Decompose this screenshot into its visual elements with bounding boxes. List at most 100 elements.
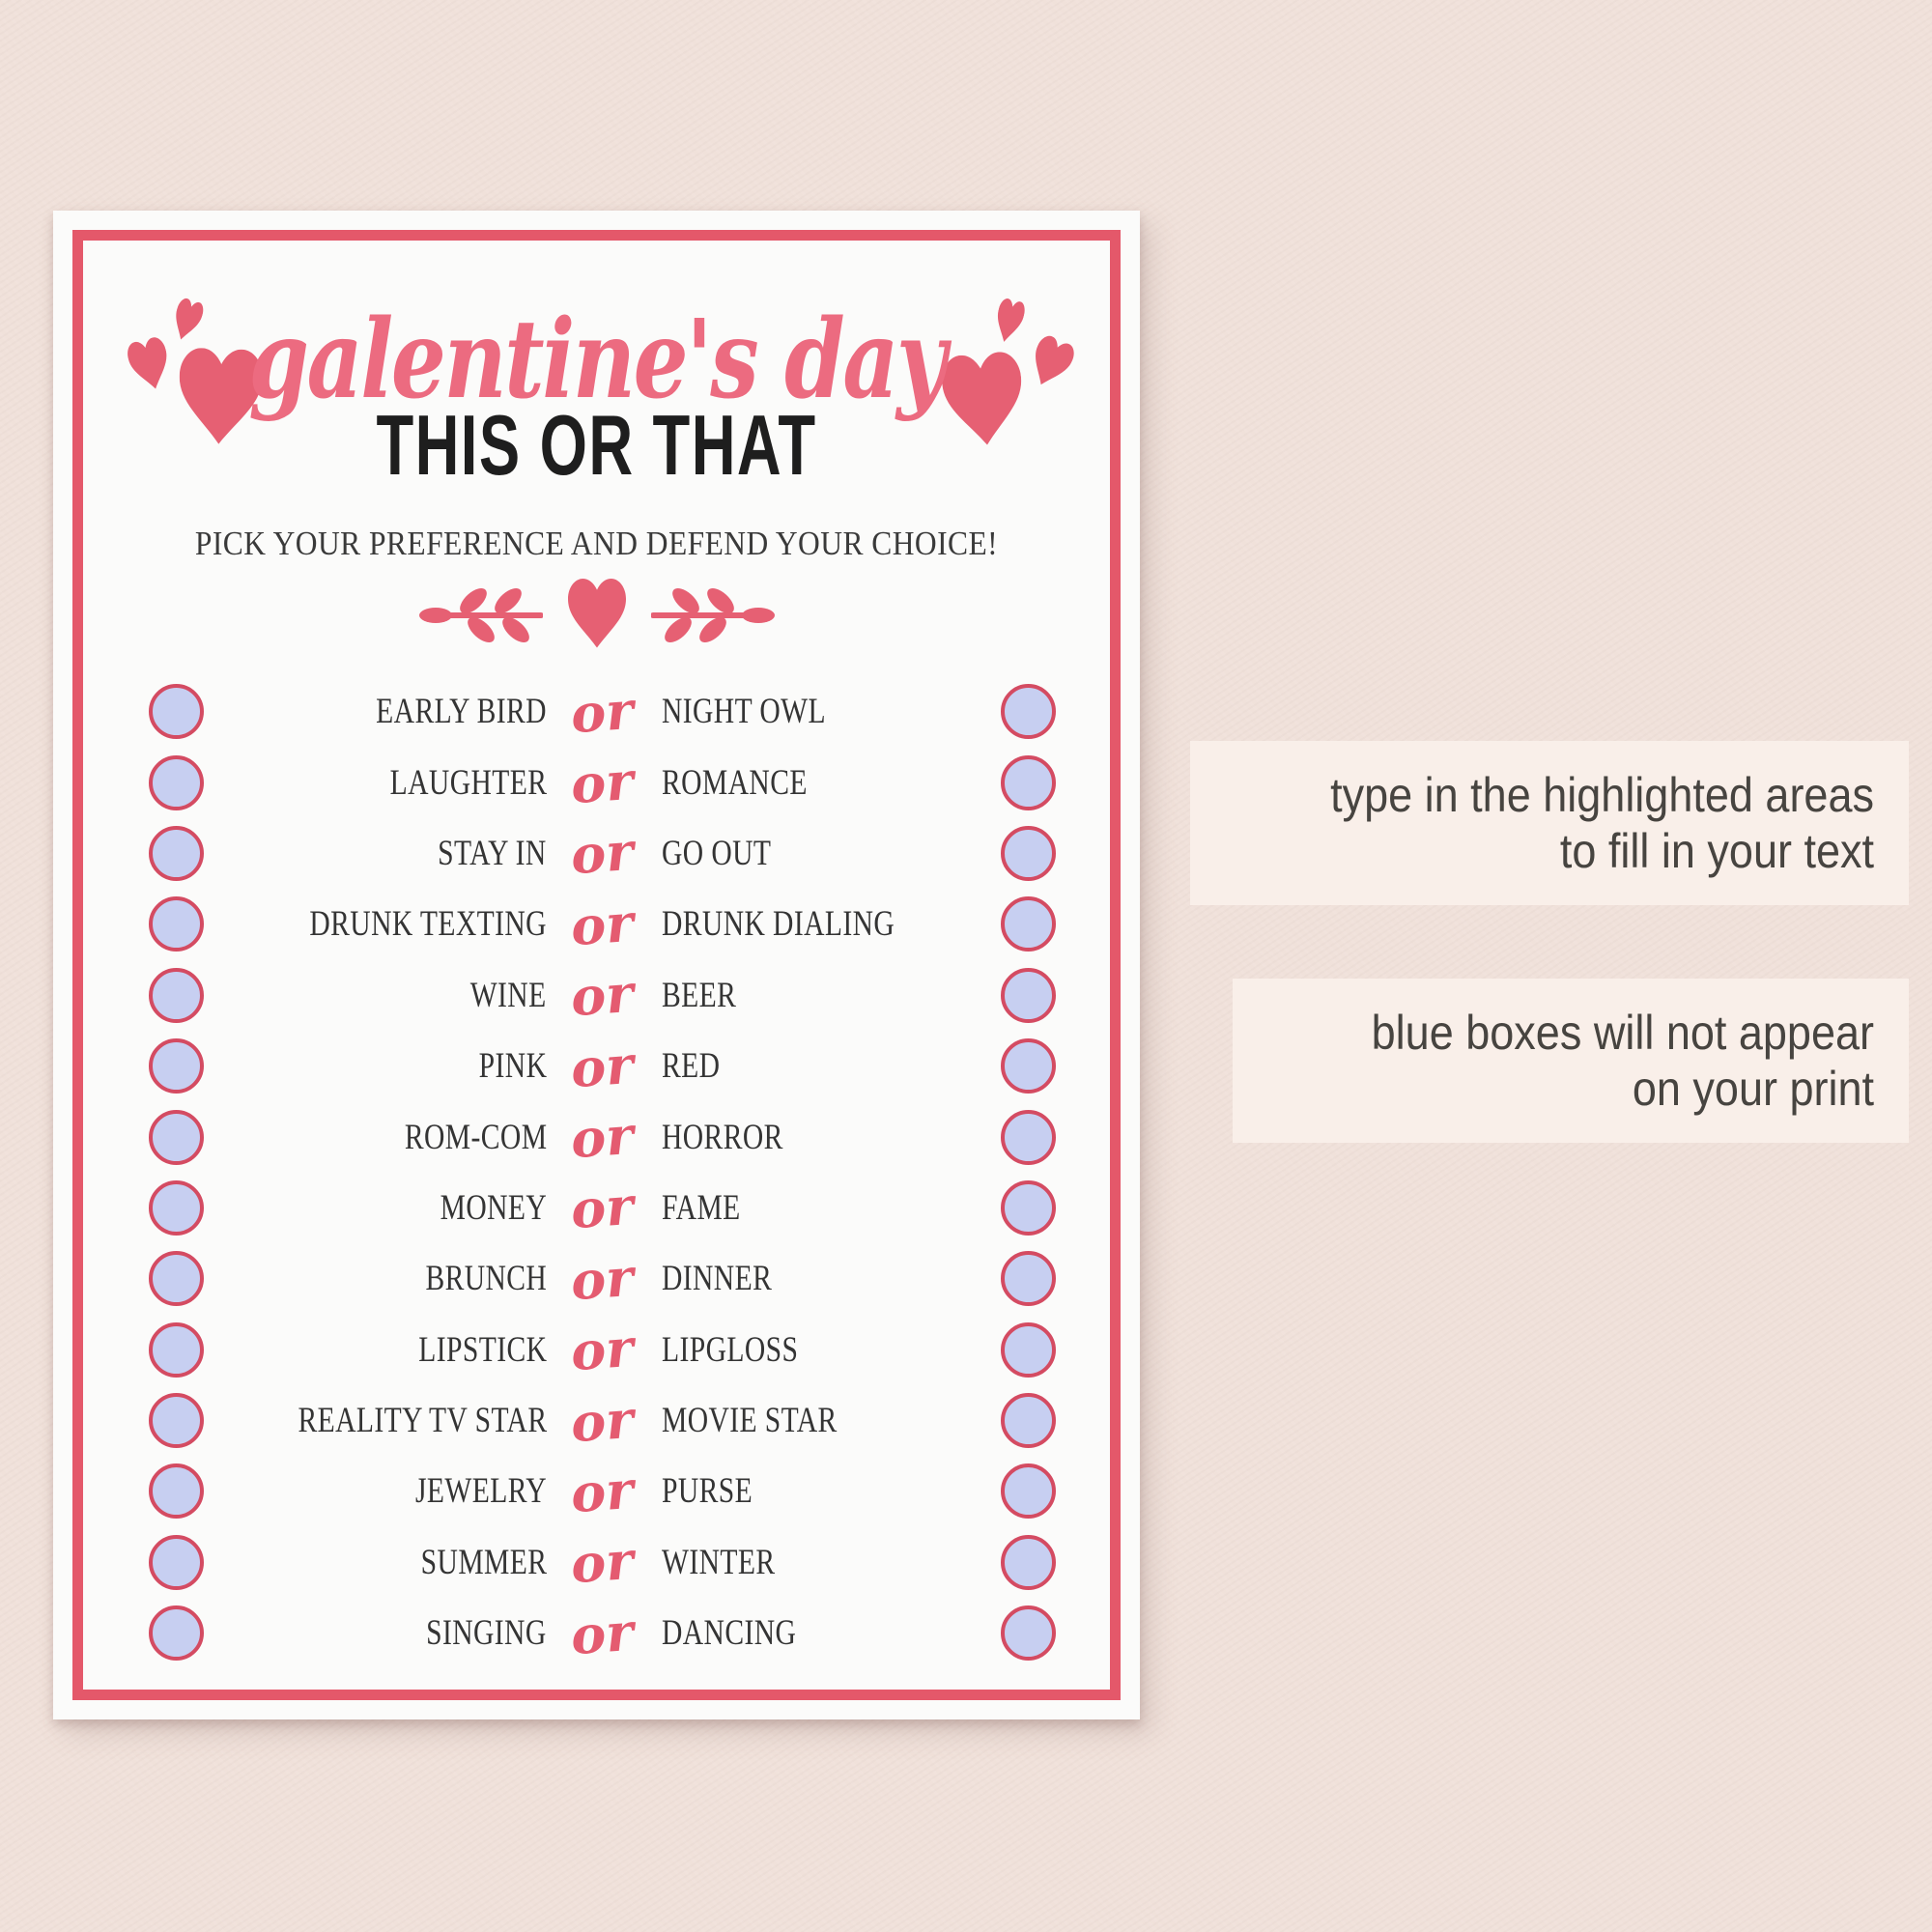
this-or-that-row: SUMMER or WINTER (53, 1527, 1140, 1598)
card-header: galentine's day THIS OR THAT PICK YOUR P… (53, 293, 1140, 650)
or-label: or (569, 1600, 636, 1666)
row-right-label: DANCING (662, 1613, 797, 1654)
or-label: or (569, 1317, 636, 1383)
row-left-label: SUMMER (420, 1542, 547, 1582)
answer-circle-left[interactable] (149, 1393, 204, 1449)
or-label: or (569, 1387, 636, 1454)
row-left-label: JEWELRY (415, 1471, 547, 1512)
row-left-label: ROM-COM (404, 1117, 547, 1157)
answer-circle-left[interactable] (149, 1251, 204, 1307)
heart-icon (940, 351, 1027, 452)
row-left-label: REALITY TV STAR (298, 1401, 547, 1441)
answer-circle-right[interactable] (1001, 1605, 1056, 1662)
or-label: or (569, 1033, 636, 1099)
subtitle: PICK YOUR PREFERENCE AND DEFEND YOUR CHO… (194, 525, 999, 563)
or-label: or (569, 1458, 636, 1525)
page-title: THIS OR THAT (376, 397, 817, 493)
answer-circle-right[interactable] (1001, 754, 1056, 810)
answer-circle-right[interactable] (1001, 1393, 1056, 1449)
divider-leaf-left-icon (418, 582, 543, 646)
answer-circle-right[interactable] (1001, 825, 1056, 881)
answer-circle-left[interactable] (149, 1463, 204, 1520)
heart-icon (125, 335, 175, 395)
row-right-label: PURSE (662, 1471, 753, 1512)
this-or-that-row: STAY IN or GO OUT (53, 818, 1140, 889)
answer-circle-right[interactable] (1001, 1109, 1056, 1165)
or-label: or (569, 1245, 636, 1312)
answer-circle-right[interactable] (1001, 1321, 1056, 1378)
row-left-label: MONEY (440, 1187, 547, 1228)
answer-circle-left[interactable] (149, 1534, 204, 1590)
note-text: to fill in your text (1559, 824, 1874, 878)
answer-circle-left[interactable] (149, 825, 204, 881)
row-right-label: LIPGLOSS (662, 1329, 799, 1370)
answer-circle-left[interactable] (149, 754, 204, 810)
row-left-label: DRUNK TEXTING (309, 904, 547, 945)
note-strip-type-areas: type in the highlighted areas to fill in… (1190, 741, 1909, 905)
row-left-label: LAUGHTER (389, 762, 547, 803)
answer-circle-right[interactable] (1001, 1038, 1056, 1094)
or-label: or (569, 820, 636, 887)
answer-circle-right[interactable] (1001, 1463, 1056, 1520)
this-or-that-row: BRUNCH or DINNER (53, 1243, 1140, 1314)
divider-heart-icon (567, 579, 626, 650)
this-or-that-row: WINE or BEER (53, 960, 1140, 1031)
answer-circle-left[interactable] (149, 1605, 204, 1662)
answer-circle-left[interactable] (149, 1109, 204, 1165)
note-text: on your print (1632, 1062, 1874, 1116)
this-or-that-row: EARLY BIRD or NIGHT OWL (53, 676, 1140, 747)
row-left-label: LIPSTICK (417, 1329, 547, 1370)
row-right-label: BEER (662, 975, 737, 1015)
note-text: type in the highlighted areas (1330, 768, 1874, 822)
row-left-label: STAY IN (438, 833, 547, 873)
row-right-label: ROMANCE (662, 762, 808, 803)
printable-card: galentine's day THIS OR THAT PICK YOUR P… (53, 211, 1140, 1719)
answer-circle-right[interactable] (1001, 1251, 1056, 1307)
this-or-that-row: SINGING or DANCING (53, 1598, 1140, 1668)
answer-circle-right[interactable] (1001, 1534, 1056, 1590)
this-or-that-row: JEWELRY or PURSE (53, 1456, 1140, 1526)
row-right-label: DRUNK DIALING (662, 904, 895, 945)
answer-circle-left[interactable] (149, 967, 204, 1023)
row-right-label: HORROR (662, 1117, 783, 1157)
heart-icon (991, 297, 1027, 346)
row-left-label: SINGING (426, 1613, 547, 1654)
this-or-that-row: DRUNK TEXTING or DRUNK DIALING (53, 889, 1140, 959)
heart-icon (168, 297, 206, 345)
answer-circle-right[interactable] (1001, 896, 1056, 952)
row-right-label: RED (662, 1046, 721, 1087)
answer-circle-left[interactable] (149, 684, 204, 740)
answer-circle-left[interactable] (149, 1179, 204, 1236)
row-right-label: GO OUT (662, 833, 772, 873)
answer-circle-left[interactable] (149, 1038, 204, 1094)
row-left-label: WINE (470, 975, 547, 1015)
answer-circle-right[interactable] (1001, 1179, 1056, 1236)
title-script: galentine's day (248, 297, 947, 423)
or-label: or (569, 1529, 636, 1596)
row-left-label: BRUNCH (425, 1259, 547, 1299)
or-label: or (569, 1175, 636, 1241)
row-left-label: PINK (478, 1046, 547, 1087)
heart-icon (1023, 332, 1078, 393)
answer-circle-right[interactable] (1001, 967, 1056, 1023)
or-label: or (569, 891, 636, 958)
answer-circle-left[interactable] (149, 1321, 204, 1378)
row-right-label: DINNER (662, 1259, 773, 1299)
this-or-that-row: REALITY TV STAR or MOVIE STAR (53, 1385, 1140, 1456)
row-left-label: EARLY BIRD (376, 692, 547, 732)
row-right-label: MOVIE STAR (662, 1401, 838, 1441)
divider (53, 579, 1140, 650)
this-or-that-list: EARLY BIRD or NIGHT OWL LAUGHTER or ROMA… (53, 676, 1140, 1668)
note-strip-blue-boxes: blue boxes will not appear on your print (1233, 979, 1909, 1143)
row-right-label: WINTER (662, 1542, 776, 1582)
or-label: or (569, 678, 636, 745)
note-text: blue boxes will not appear (1371, 1006, 1874, 1060)
row-right-label: NIGHT OWL (662, 692, 826, 732)
answer-circle-right[interactable] (1001, 684, 1056, 740)
this-or-that-row: ROM-COM or HORROR (53, 1101, 1140, 1172)
heart-icon (177, 348, 264, 449)
answer-circle-left[interactable] (149, 896, 204, 952)
divider-leaf-right-icon (650, 582, 775, 646)
this-or-that-row: MONEY or FAME (53, 1173, 1140, 1243)
